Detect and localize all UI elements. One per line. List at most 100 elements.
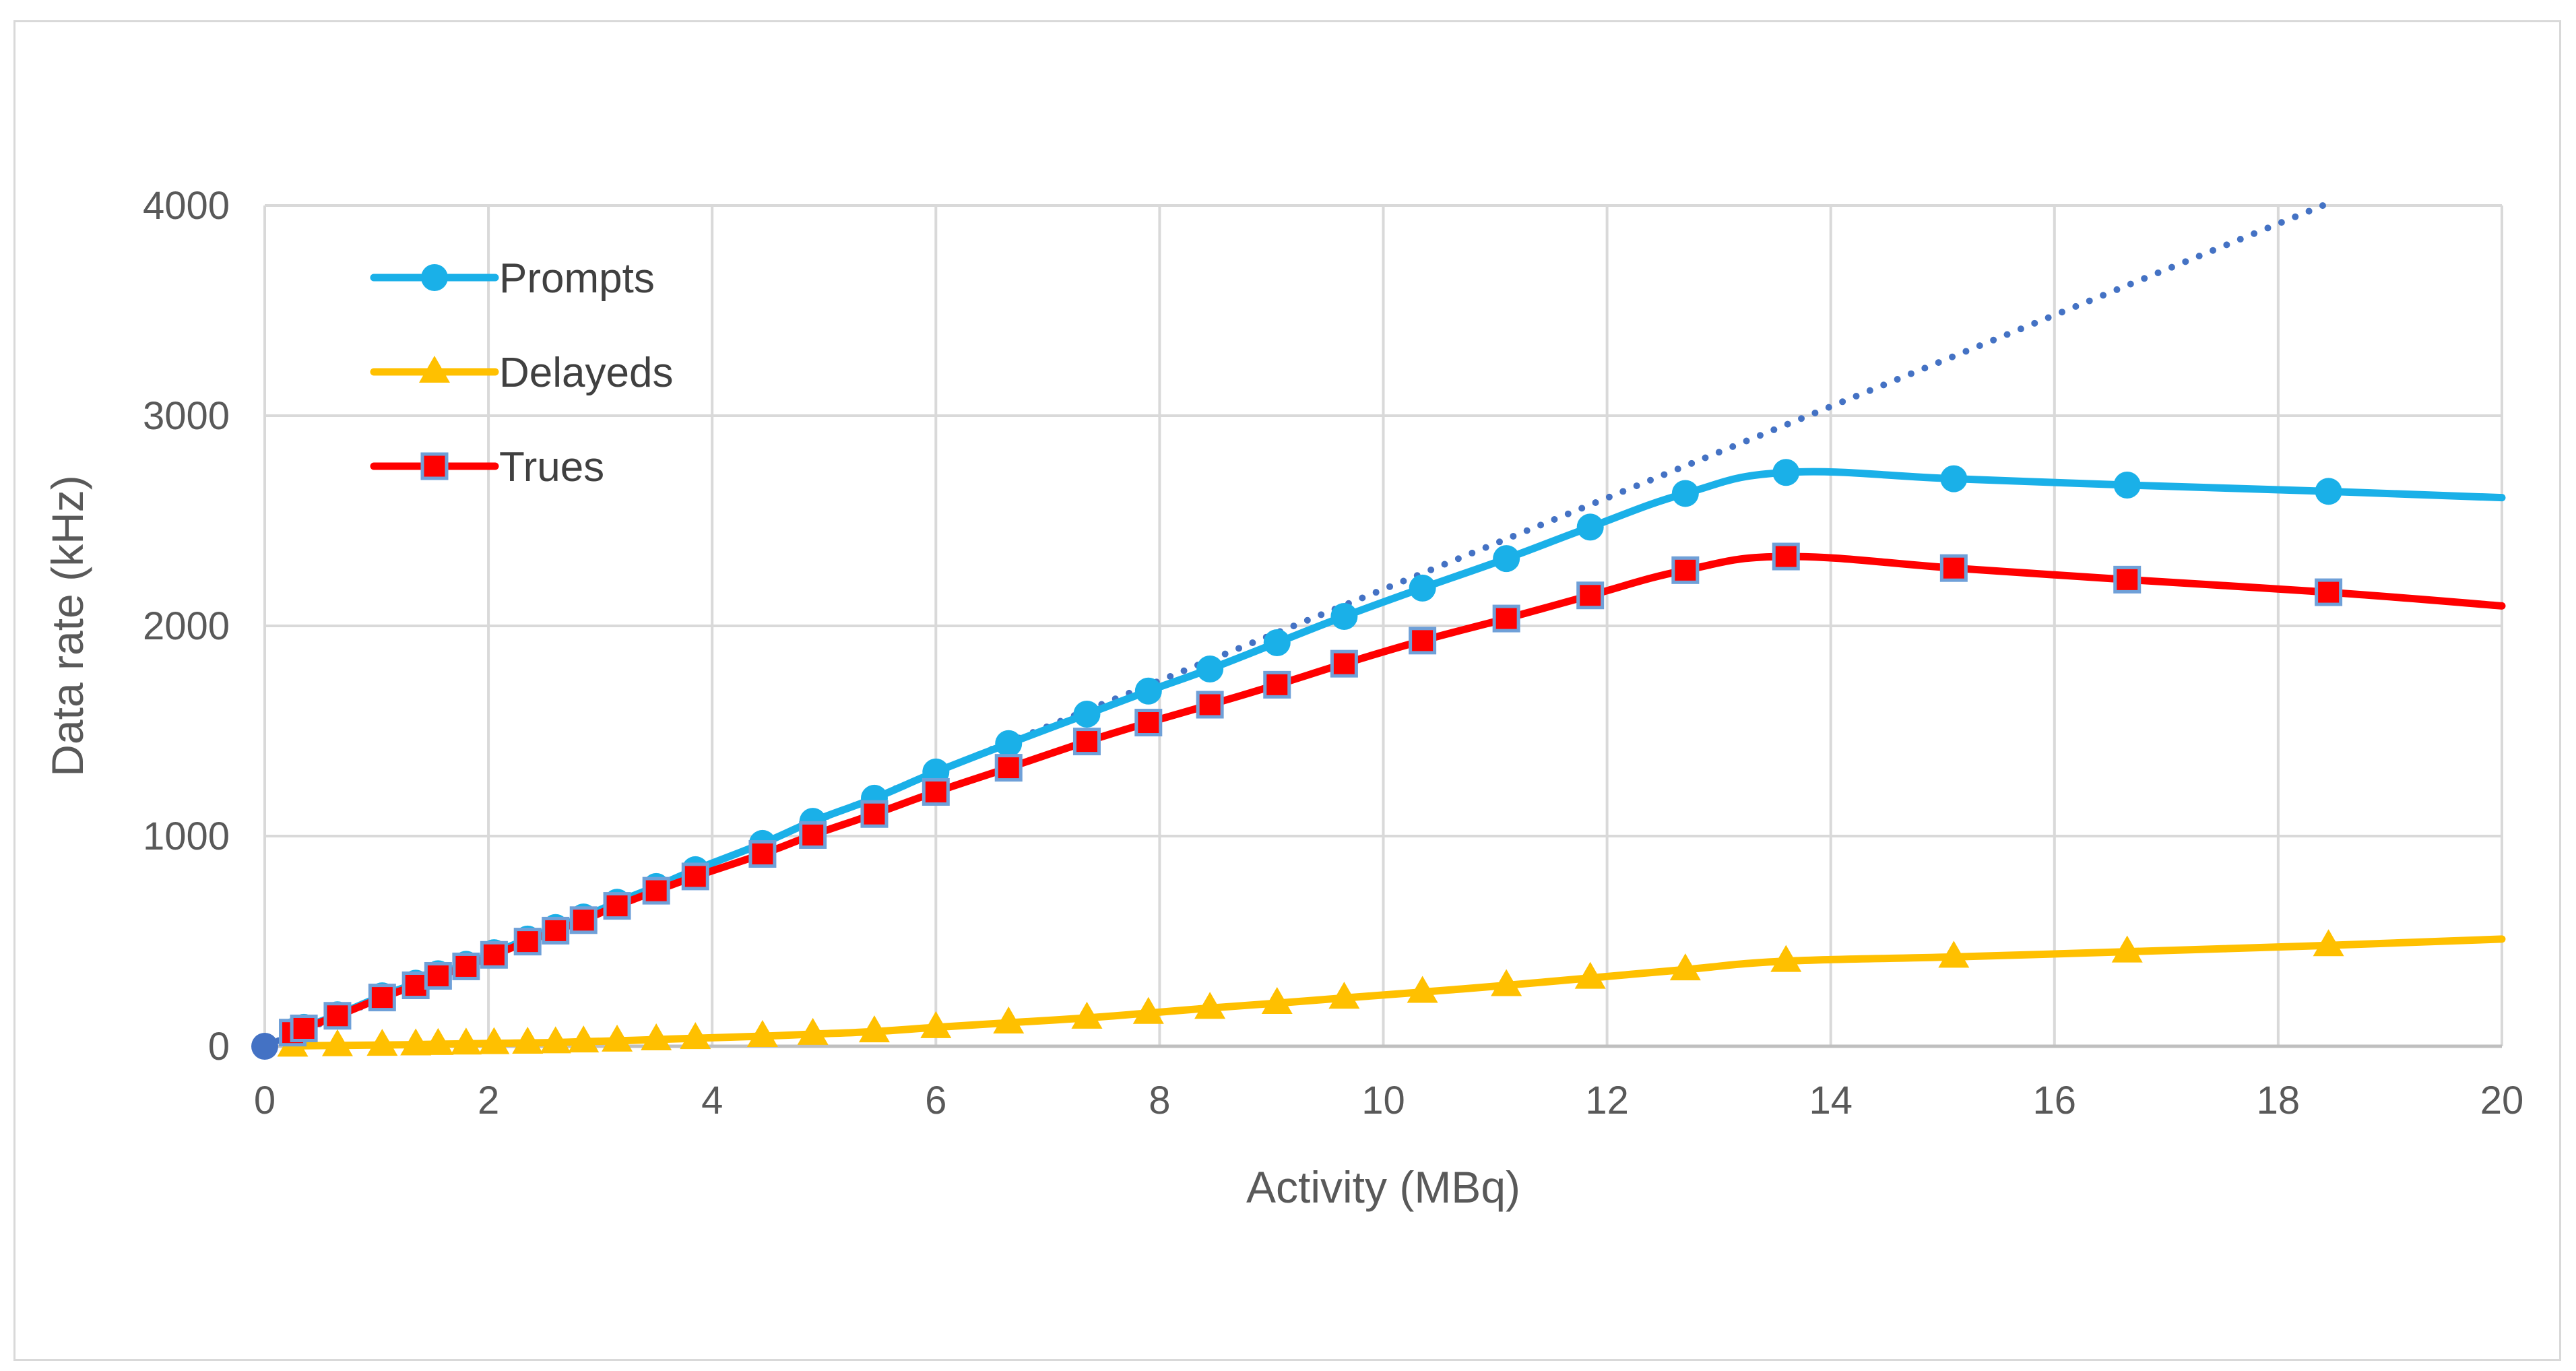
legend-label-delayeds: Delayeds	[499, 350, 673, 396]
trues-point-13	[681, 862, 709, 891]
y-tick-label-0: 0	[208, 1025, 230, 1069]
prompts-point-29	[1940, 465, 1968, 492]
delayeds-point-17	[993, 1007, 1025, 1034]
x-tick-label-10: 20	[2480, 1079, 2524, 1122]
legend: Prompts Delayeds Trues	[370, 255, 673, 490]
delayeds-point-7	[512, 1027, 544, 1054]
delayeds-point-22	[1328, 982, 1360, 1009]
delayeds-point-29	[2111, 935, 2143, 963]
delayeds-point-2	[366, 1029, 398, 1056]
x-tick-label-8: 16	[2033, 1079, 2077, 1122]
x-tick-label-9: 18	[2257, 1079, 2300, 1122]
x-tick-label-2: 4	[701, 1079, 723, 1122]
delayeds-point-1	[321, 1029, 353, 1056]
delayeds-point-6	[478, 1027, 510, 1054]
delayeds-point-12	[680, 1022, 711, 1050]
legend-label-trues: Trues	[499, 444, 604, 490]
trues-point-11	[603, 892, 631, 920]
trues-point-9	[542, 916, 570, 945]
y-axis-label: Data rate (kHz)	[42, 475, 92, 776]
prompts-point-24	[1409, 574, 1436, 602]
x-tick-label-0: 0	[254, 1079, 276, 1122]
y-tick-label-1: 1000	[143, 815, 230, 858]
line-chart: 0 2 4 6 8 10 12 14 16 18 20 0 1000 2000 3000 4000 Promp…	[42, 184, 2523, 1212]
prompts-point-27	[1671, 480, 1699, 507]
trues-point-31	[2315, 578, 2343, 606]
delayeds-point-26	[1669, 953, 1701, 981]
delayeds-point-28	[1938, 940, 1970, 968]
delayeds-point-13	[746, 1020, 778, 1048]
trues-line	[289, 552, 2506, 1037]
delayeds-point-20	[1194, 992, 1226, 1019]
delayeds-point-4	[422, 1027, 454, 1055]
delayeds-point-21	[1261, 987, 1293, 1015]
trues-point-4	[401, 971, 430, 1000]
delayeds-line	[289, 935, 2506, 1050]
tick-labels: 0 2 4 6 8 10 12 14 16 18 20 0 1000 2000 3000 4000	[143, 184, 2523, 1122]
prompts-point-19	[1073, 701, 1101, 728]
x-axis-label: Activity (MBq)	[1246, 1162, 1520, 1212]
delayeds-point-25	[1574, 961, 1606, 989]
delayeds-point-8	[540, 1026, 571, 1054]
legend-marker-trues	[420, 452, 449, 480]
trues-point-5	[424, 961, 452, 990]
prompts-point-30	[2113, 471, 2141, 499]
y-tick-label-3: 3000	[143, 394, 230, 438]
series-prompts	[279, 459, 2506, 1046]
x-tick-label-6: 12	[1585, 1079, 1629, 1122]
trues-point-28	[1772, 542, 1800, 571]
delayeds-point-19	[1132, 996, 1164, 1024]
delayeds-point-3	[400, 1028, 432, 1056]
prompts-point-20	[1134, 677, 1162, 705]
x-tick-label-7: 14	[1809, 1079, 1853, 1122]
trues-point-6	[452, 952, 480, 980]
trues-point-21	[1196, 691, 1224, 719]
prompts-point-23	[1330, 602, 1358, 630]
series-delayeds	[277, 929, 2506, 1057]
trues-point-3	[368, 984, 396, 1012]
x-tick-label-5: 10	[1361, 1079, 1405, 1122]
trues-point-14	[748, 840, 777, 868]
trues-point-25	[1492, 604, 1520, 633]
delayeds-point-27	[1770, 945, 1802, 972]
trues-point-27	[1671, 556, 1700, 584]
trues-point-30	[2113, 565, 2142, 594]
prompts-point-28	[1772, 459, 1800, 486]
x-tick-label-4: 8	[1149, 1079, 1170, 1122]
x-tick-label-1: 2	[478, 1079, 499, 1122]
prompts-point-22	[1263, 629, 1291, 656]
prompts-point-25	[1493, 545, 1520, 573]
delayeds-point-5	[450, 1027, 482, 1055]
delayeds-point-11	[641, 1023, 672, 1051]
trues-point-1	[290, 1014, 318, 1042]
trues-point-10	[569, 906, 598, 934]
chart-frame: 0 2 4 6 8 10 12 14 16 18 20 0 1000 2000 3000 4000 Promp…	[13, 20, 2561, 1361]
gridlines	[263, 204, 2503, 1048]
x-tick-label-3: 6	[925, 1079, 946, 1122]
trues-point-18	[994, 754, 1023, 782]
delayeds-point-14	[797, 1017, 829, 1045]
trues-point-23	[1330, 649, 1358, 678]
legend-label-prompts: Prompts	[499, 255, 655, 302]
y-tick-label-4: 4000	[143, 184, 230, 228]
y-tick-label-2: 2000	[143, 604, 230, 648]
delayeds-point-23	[1407, 976, 1438, 1003]
trues-point-2	[323, 1002, 352, 1030]
trues-point-15	[799, 821, 827, 849]
delayeds-point-18	[1071, 1001, 1103, 1029]
delayeds-point-15	[858, 1015, 890, 1043]
delayeds-point-30	[2313, 929, 2344, 957]
trues-point-22	[1263, 670, 1291, 699]
delayeds-point-10	[602, 1024, 633, 1052]
trues-point-16	[860, 800, 889, 828]
delayeds-point-16	[920, 1011, 952, 1038]
trues-point-26	[1576, 581, 1605, 610]
prompts-point-31	[2315, 478, 2342, 505]
series-layer	[251, 202, 2506, 1060]
prompts-point-21	[1196, 655, 1224, 682]
trues-point-12	[642, 876, 670, 905]
legend-marker-prompts	[421, 264, 448, 291]
trues-point-24	[1409, 627, 1437, 655]
trues-point-7	[480, 940, 508, 969]
prompts-point-26	[1576, 513, 1604, 541]
